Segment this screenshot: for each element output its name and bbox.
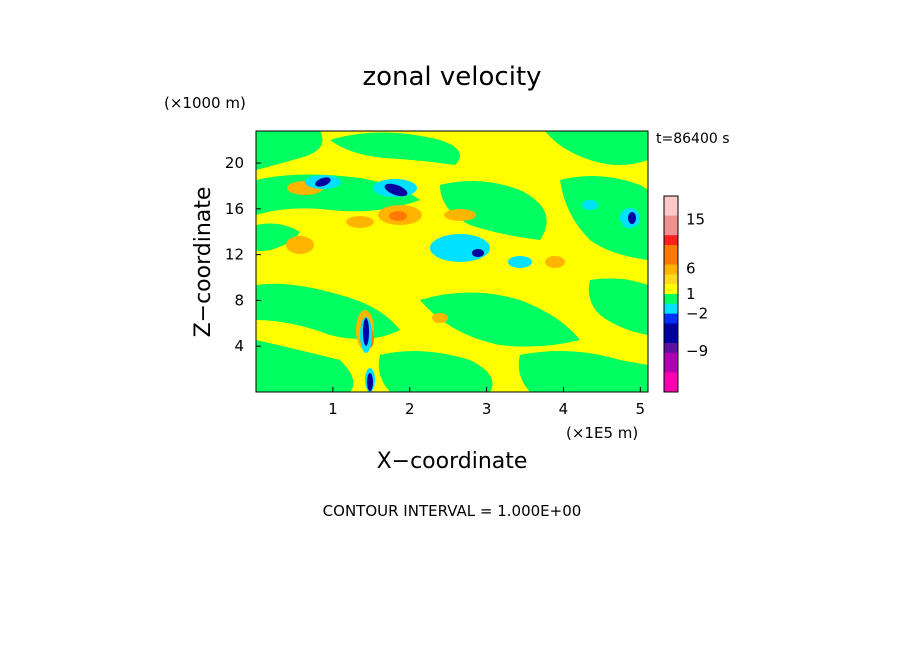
x-tick-label: 5 — [636, 400, 646, 418]
chart-title: zonal velocity — [362, 62, 541, 92]
contour-interval-note: CONTOUR INTERVAL = 1.000E+00 — [323, 502, 582, 520]
plot-frame — [255, 130, 649, 393]
x-unit-label: (×1E5 m) — [566, 424, 638, 442]
colorbar-swatch — [664, 264, 678, 275]
field-background — [256, 131, 648, 392]
x-axis: 1 2 3 4 5 — [328, 387, 645, 418]
plot-area — [255, 130, 649, 393]
colorbar: 15 6 1 −2 −9 — [663, 195, 708, 393]
colorbar-swatch — [664, 372, 678, 383]
x-tick-label: 2 — [405, 400, 415, 418]
colorbar-swatch — [664, 215, 678, 226]
colorbar-swatch — [664, 254, 678, 265]
colorbar-label: 6 — [686, 260, 696, 278]
colorbar-label: 1 — [686, 285, 696, 303]
colorbar-swatch — [664, 303, 678, 314]
x-axis-label: X−coordinate — [377, 449, 528, 474]
colorbar-label: −9 — [686, 342, 708, 360]
y-tick-label: 20 — [225, 154, 244, 172]
colorbar-swatch — [664, 313, 678, 324]
colorbar-label: 15 — [686, 211, 705, 229]
x-tick-label: 4 — [559, 400, 569, 418]
colorbar-swatch — [664, 245, 678, 256]
weak-negative-regions — [256, 131, 648, 392]
z-unit-label: (×1000 m) — [164, 94, 246, 112]
colorbar-swatch — [664, 352, 678, 363]
colorbar-swatch — [664, 343, 678, 354]
y-axis-label: Z−coordinate — [191, 187, 216, 338]
colorbar-frame — [663, 195, 679, 393]
strong-negative-regions — [315, 177, 636, 391]
x-tick-label: 1 — [328, 400, 338, 418]
y-tick-label: 16 — [225, 200, 244, 218]
colorbar-swatch — [664, 323, 678, 334]
colorbar-swatch — [664, 284, 678, 295]
y-tick-label: 12 — [225, 246, 244, 264]
colorbar-swatch — [664, 362, 678, 373]
colorbar-swatch — [664, 294, 678, 305]
x-tick-label: 3 — [482, 400, 492, 418]
colorbar-swatch — [664, 333, 678, 344]
colorbar-swatch — [664, 205, 678, 216]
colorbar-label: −2 — [686, 305, 708, 323]
y-axis: 4 8 12 16 20 — [225, 154, 261, 355]
contour-field — [256, 131, 648, 392]
colorbar-swatch — [664, 382, 678, 393]
colorbar-swatch — [664, 274, 678, 285]
y-tick-label: 8 — [234, 291, 244, 309]
time-label: t=86400 s — [656, 131, 730, 147]
colorbar-swatch — [664, 196, 678, 207]
y-tick-label: 4 — [234, 337, 244, 355]
colorbar-swatch — [664, 235, 678, 246]
colorbar-swatch — [664, 225, 678, 236]
